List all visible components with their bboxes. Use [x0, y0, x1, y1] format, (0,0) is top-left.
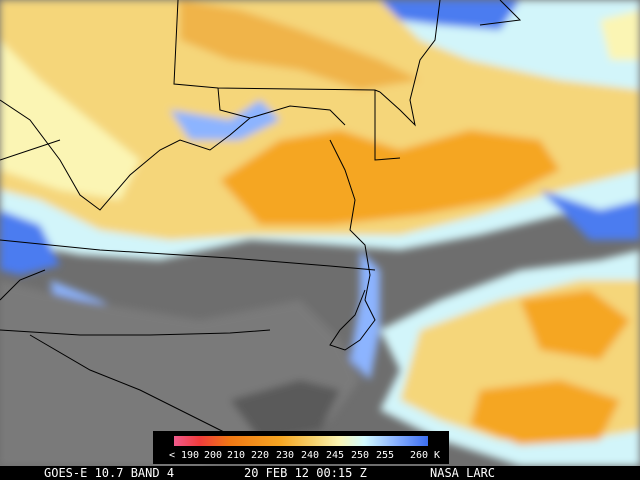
colorbar-label: 240	[301, 450, 319, 461]
colorbar-label: 245	[326, 450, 344, 461]
colorbar-gradient	[174, 436, 428, 446]
footer-strip	[0, 466, 640, 480]
colorbar-label: 230	[276, 450, 294, 461]
colorbar-label: 260 K	[410, 450, 440, 461]
colorbar-label: 210	[227, 450, 245, 461]
timestamp: 20 FEB 12 00:15 Z	[244, 466, 367, 480]
colorbar-label: 255	[376, 450, 394, 461]
colorbar-label: 220	[251, 450, 269, 461]
colorbar-label: 200	[204, 450, 222, 461]
footer: GOES-E 10.7 BAND 4 20 FEB 12 00:15 Z NAS…	[0, 466, 640, 480]
colorbar-label: 250	[351, 450, 369, 461]
cloud-field	[0, 0, 640, 466]
colorbar: < 190 200 210 220 230 240 245 250 255 26…	[153, 431, 449, 464]
colorbar-label: < 190	[169, 450, 199, 461]
state-borders	[0, 0, 522, 441]
satellite-label: GOES-E 10.7 BAND 4	[44, 466, 174, 480]
source-label: NASA LARC	[430, 466, 495, 480]
